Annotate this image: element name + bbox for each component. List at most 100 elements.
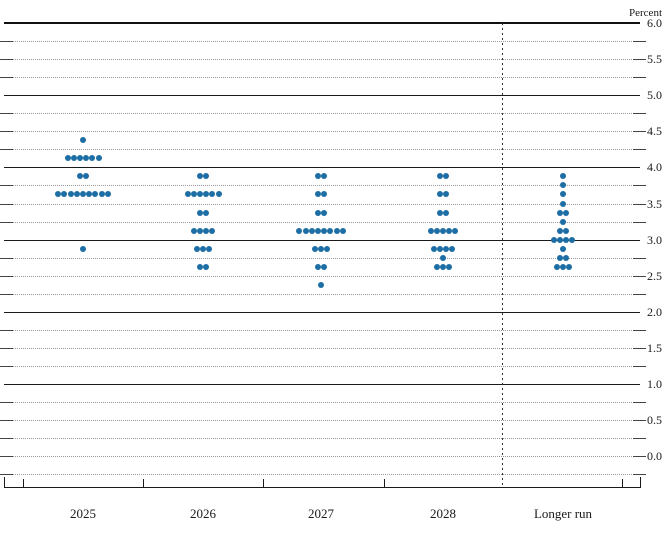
projection-dot [314,227,321,234]
x-axis-category-label: 2027 [308,506,334,521]
grid-line-solid [4,95,640,97]
projection-dot [560,245,566,252]
y-tick-left [0,185,13,187]
projection-dot [64,155,71,162]
y-tick-left [0,77,13,79]
projection-dot [308,227,315,234]
projection-dot [560,173,566,180]
x-axis-category-label: Longer run [533,506,593,521]
y-axis-tick-label: 5.0 [647,88,662,103]
y-tick-left [0,293,13,295]
y-tick-left [0,59,13,61]
projection-dot [324,245,331,252]
y-tick-left [0,329,13,331]
y-tick-left [0,41,13,43]
x-axis-category-label: 2026 [190,506,216,521]
projection-dot [556,209,563,216]
projection-dot [196,191,203,198]
grid-line-dotted [4,59,640,61]
projection-dot [560,263,566,270]
y-tick-right [633,221,646,223]
grid-line-dotted [4,275,640,277]
grid-line-dotted [4,438,640,440]
grid-line-dotted [4,257,640,259]
grid-line-dotted [4,113,640,115]
y-axis-tick-label: 4.5 [647,124,662,139]
projection-dot [446,227,453,234]
y-tick-left [0,420,13,422]
projection-dot [563,209,570,216]
projection-dot [443,245,450,252]
projection-dot [321,191,328,198]
y-tick-left [0,347,13,349]
x-axis-category-label: 2028 [430,506,456,521]
projection-dot [556,227,563,234]
projection-dot [560,182,566,189]
grid-line-dotted [4,131,640,133]
y-tick-right [633,438,646,440]
grid-line-dotted [4,185,640,187]
y-tick-right [633,456,646,458]
y-tick-left [0,257,13,259]
x-axis-tick [622,479,623,487]
y-tick-right [633,59,646,61]
projection-dot [321,263,328,270]
y-tick-right [633,293,646,295]
y-tick-left [0,456,13,458]
projection-dot [436,173,443,180]
grid-line-solid [4,384,640,385]
y-tick-left [0,203,13,205]
projection-dot [196,263,203,270]
projection-dot [203,173,210,180]
x-axis-tick [263,479,264,487]
grid-line-dotted [4,402,640,404]
x-axis-category-label: 2025 [70,506,96,521]
grid-line-dotted [4,329,640,331]
y-tick-right [633,113,646,115]
grid-line-dotted [4,474,640,476]
projection-dot [556,254,563,261]
y-axis-tick-label: 1.5 [647,340,662,355]
projection-dot [80,191,86,198]
projection-dot [433,227,440,234]
y-tick-left [0,131,13,133]
y-tick-right [633,131,646,133]
projection-dot [196,209,203,216]
projection-dot [321,227,328,234]
projection-dot [553,263,560,270]
grid-line-dotted [4,41,640,43]
y-axis-tick-label: 5.5 [647,52,662,67]
x-axis-tick [23,479,24,487]
y-axis-tick-label: 2.0 [647,304,662,319]
y-tick-left [0,149,13,151]
projection-dot [76,173,83,180]
projection-dot [443,191,450,198]
projection-dot [339,227,346,234]
projection-dot [209,191,216,198]
projection-dot [67,191,74,198]
projection-dot [80,245,86,252]
projection-dot [92,191,99,198]
y-axis-tick-label: 3.5 [647,196,662,211]
projection-dot [73,191,80,198]
projection-dot [215,191,222,198]
projection-dot [184,191,191,198]
y-axis-tick-label: 0.5 [647,413,662,428]
x-axis-corner [640,477,641,487]
y-tick-right [633,329,646,331]
projection-dot [203,191,210,198]
projection-dot [314,209,321,216]
y-tick-left [0,474,13,476]
projection-dot [296,227,303,234]
y-axis-tick-label: 2.5 [647,268,662,283]
projection-dot [196,173,203,180]
projection-dot [556,236,563,243]
grid-line-dotted [4,365,640,367]
x-axis-tick [384,479,385,487]
projection-dot [203,227,210,234]
projection-dot [436,245,443,252]
y-axis-unit-label: Percent [629,7,662,19]
projection-dot [83,155,90,162]
grid-line-solid [4,311,640,313]
